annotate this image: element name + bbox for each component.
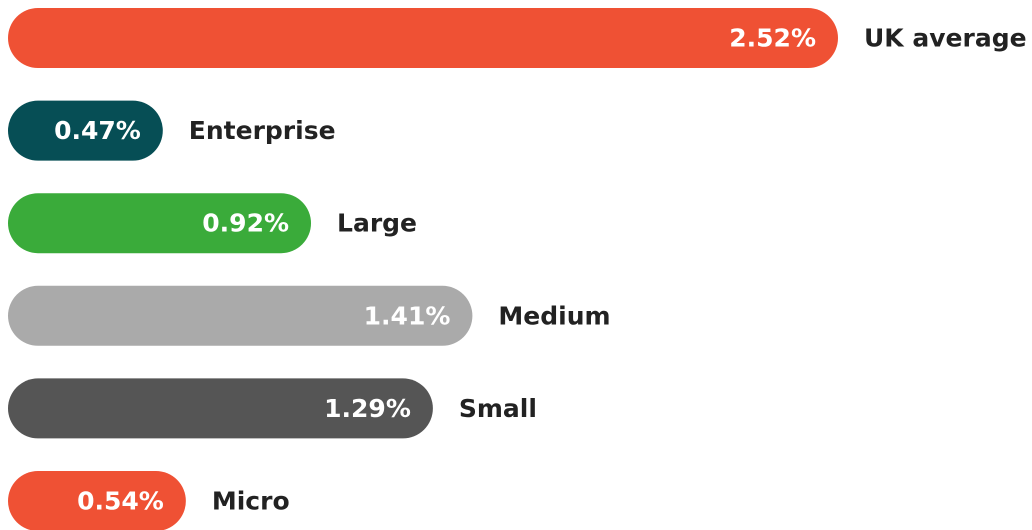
bar <box>8 471 186 530</box>
value-label: 0.54% <box>77 487 164 516</box>
category-label: UK average <box>864 24 1027 53</box>
category-label: Large <box>337 209 417 238</box>
bar <box>8 100 163 161</box>
value-label: 0.47% <box>54 116 141 145</box>
category-label: Enterprise <box>189 116 336 145</box>
value-label: 1.41% <box>364 301 451 330</box>
value-label: 1.29% <box>324 394 411 423</box>
category-label: Micro <box>212 487 290 516</box>
bar <box>8 8 838 68</box>
category-label: Medium <box>498 301 610 330</box>
category-label: Small <box>459 394 537 423</box>
bar <box>8 378 433 439</box>
bar <box>8 285 473 346</box>
value-label: 2.52% <box>729 24 816 53</box>
value-label: 0.92% <box>202 209 289 238</box>
bar <box>8 193 312 254</box>
